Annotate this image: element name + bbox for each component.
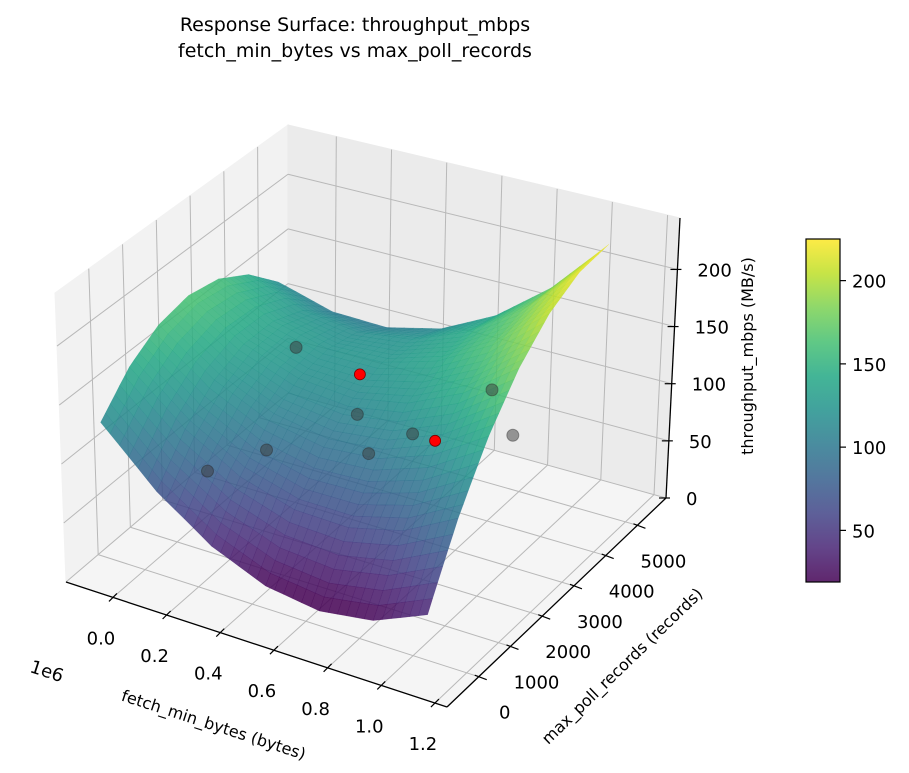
grid-line — [434, 494, 655, 704]
y-axis-label: max_poll_records (records) — [538, 584, 707, 749]
scatter-point — [289, 340, 303, 354]
x-tick-label: 0.0 — [87, 628, 116, 649]
x-offset-text: 1e6 — [27, 657, 66, 687]
x-tick-label: 0.6 — [248, 681, 277, 702]
tick-labels: 0.00.20.40.60.81.01.20100020003000400050… — [87, 260, 732, 755]
z-tick-label: 200 — [697, 260, 731, 281]
colorbar-tick-label: 50 — [852, 521, 875, 542]
y-tick-mark — [474, 674, 487, 681]
y-tick-label: 2000 — [545, 642, 591, 663]
x-tick-label: 0.2 — [140, 646, 169, 667]
grid-line — [653, 215, 669, 495]
x-axis-label: fetch_min_bytes (bytes) — [119, 686, 308, 765]
grid-line — [98, 554, 479, 678]
y-tick-mark — [601, 553, 614, 560]
scatter-point — [406, 427, 420, 441]
surface-patch — [418, 598, 433, 616]
z-tick-label: 100 — [692, 375, 726, 396]
colorbar-tick-label: 100 — [852, 438, 886, 459]
x-tick-label: 0.8 — [301, 699, 330, 720]
x-tick-mark — [376, 681, 386, 690]
surface-mesh — [100, 244, 609, 621]
y-tick-mark — [633, 523, 646, 529]
z-tick-label: 0 — [686, 489, 697, 510]
y-tick-label: 1000 — [514, 672, 560, 693]
grid-line — [380, 479, 602, 686]
x-axis-line — [65, 581, 448, 708]
grid-line — [56, 173, 289, 347]
grid-line — [287, 228, 675, 328]
z-axis-line — [665, 217, 681, 499]
x-tick-mark — [108, 592, 118, 602]
y-axis-line — [446, 497, 667, 708]
y-tick-label: 0 — [499, 703, 510, 724]
colorbar-gradient — [806, 239, 840, 582]
x-tick-mark — [430, 698, 440, 708]
x-tick-mark — [215, 628, 225, 638]
scatter-point — [260, 443, 274, 457]
x-tick-mark — [323, 663, 333, 673]
grid-line — [547, 188, 558, 466]
y-tick-label: 3000 — [577, 612, 623, 633]
axis-lines — [65, 217, 682, 708]
highlight-point — [353, 368, 366, 381]
scatter-point — [485, 383, 499, 397]
grid-line — [287, 173, 678, 270]
grid-line — [88, 268, 99, 555]
colorbar-tick-label: 150 — [852, 355, 886, 376]
surface-patch — [100, 412, 116, 435]
x-tick-label: 0.4 — [194, 664, 223, 685]
subtitle-line: fetch_min_bytes vs max_poll_records — [178, 40, 532, 62]
y-tick-mark — [569, 583, 583, 590]
colorbar-tick-label: 200 — [852, 272, 886, 293]
scatter-point — [506, 428, 520, 442]
scatter-points — [200, 340, 520, 478]
x-tick-label: 1.0 — [355, 716, 384, 737]
y-tick-mark — [538, 614, 551, 620]
z-axis-label: throughput_mbps (MB/s) — [738, 257, 758, 455]
x-tick-mark — [269, 645, 279, 655]
title-line: Response Surface: throughput_mbps — [179, 14, 531, 36]
y-tick-label: 4000 — [609, 582, 655, 603]
grid-line — [600, 201, 613, 480]
scatter-point — [200, 464, 214, 478]
scatter-point — [350, 407, 364, 421]
z-tick-label: 150 — [695, 318, 729, 339]
z-tick-label: 50 — [689, 432, 712, 453]
highlight-point — [429, 434, 442, 447]
y-tick-mark — [506, 644, 519, 650]
x-tick-label: 1.2 — [409, 734, 438, 755]
chart-title: Response Surface: throughput_mbps fetch_… — [0, 12, 710, 64]
x-tick-mark — [162, 610, 172, 620]
scatter-point — [362, 447, 376, 461]
colorbar-frame — [805, 238, 841, 583]
colorbar: 50 100 150 200 — [805, 238, 886, 583]
y-tick-label: 5000 — [641, 551, 687, 572]
